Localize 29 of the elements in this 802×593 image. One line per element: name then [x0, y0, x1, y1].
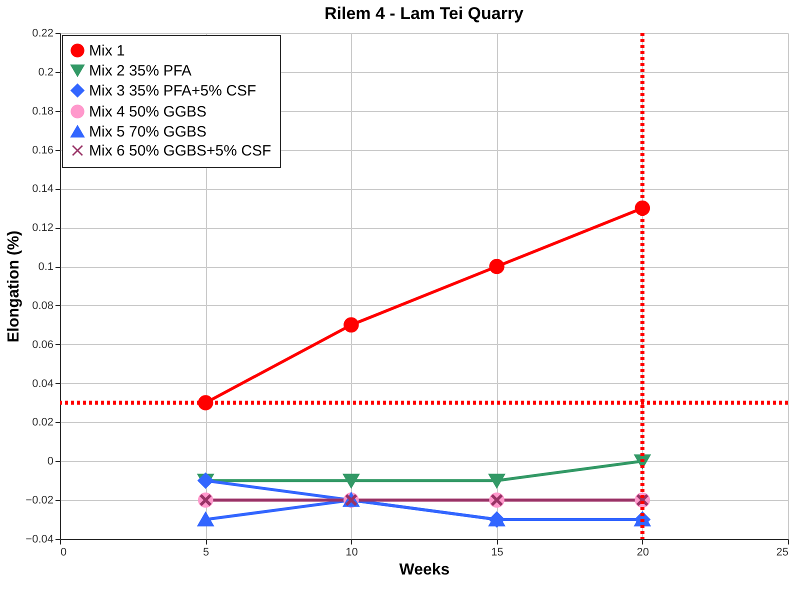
x-tick-label: 25 — [776, 546, 788, 558]
x-tick-label: 15 — [491, 546, 504, 558]
y-tick-label: 0.14 — [32, 183, 54, 196]
x-tick-label: 20 — [636, 546, 650, 558]
y-tick-label: 0.08 — [32, 300, 54, 312]
legend-label: Mix 2 35% PFA — [89, 62, 192, 80]
y-tick-label: 0.16 — [32, 144, 54, 156]
y-tick-label: 0.06 — [32, 338, 54, 351]
legend-label: Mix 3 35% PFA+5% CSF — [89, 82, 256, 100]
legend-label: Mix 6 50% GGBS+5% CSF — [89, 142, 272, 160]
legend-label: Mix 5 70% GGBS — [89, 124, 207, 140]
y-tick-label: 0.2 — [38, 66, 54, 78]
y-tick-label: 0.04 — [32, 378, 54, 390]
y-axis-title: Elongation (%) — [6, 230, 23, 342]
x-tick-label: 5 — [203, 546, 210, 558]
y-tick-label: −0.02 — [26, 494, 54, 507]
x-tick-label: 0 — [60, 546, 67, 558]
chart-title: Rilem 4 - Lam Tei Quarry — [324, 4, 524, 23]
legend-label: Mix 1 — [89, 42, 125, 60]
y-tick-label: 0.1 — [38, 261, 54, 274]
y-tick-label: 0 — [47, 456, 54, 468]
y-tick-label: −0.04 — [26, 534, 54, 546]
legend-label: Mix 4 50% GGBS — [89, 104, 207, 120]
x-axis-title: Weeks — [399, 562, 450, 578]
y-tick-label: 0.02 — [32, 416, 54, 429]
y-tick-label: 0.22 — [32, 28, 54, 40]
y-tick-label: 0.12 — [32, 222, 54, 234]
y-tick-label: 0.18 — [32, 105, 54, 118]
x-tick-label: 10 — [346, 546, 358, 558]
